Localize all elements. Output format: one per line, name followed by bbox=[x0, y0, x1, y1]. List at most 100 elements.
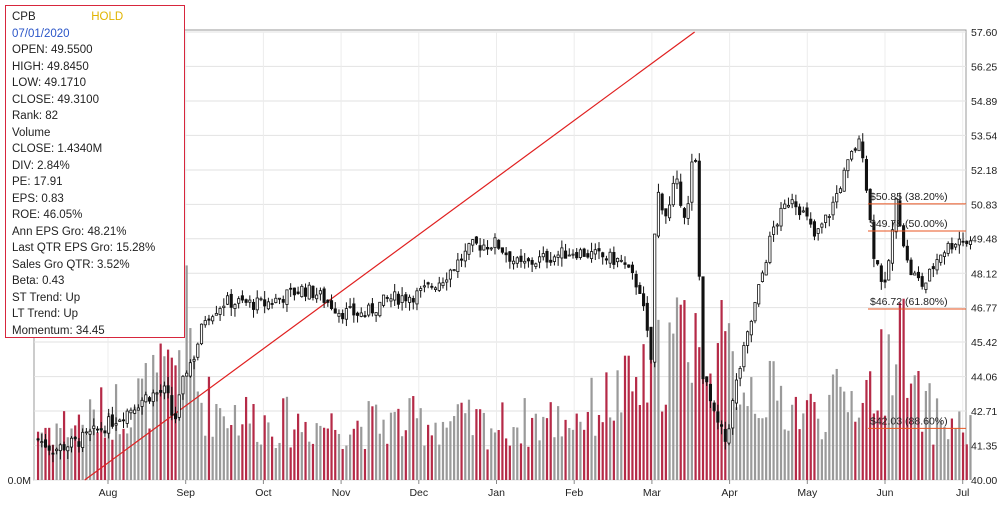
fib-level-label: $46.72 (61.80%) bbox=[870, 296, 948, 308]
volume-bar bbox=[880, 329, 883, 480]
price-tick-label: 40.00 bbox=[971, 475, 997, 487]
volume-bar bbox=[456, 404, 459, 480]
candle-body bbox=[266, 301, 270, 310]
candle-body bbox=[263, 299, 267, 307]
candle-body bbox=[701, 276, 705, 380]
candle-body bbox=[430, 285, 434, 288]
stat-label: Rank bbox=[12, 110, 39, 122]
volume-bar bbox=[594, 435, 597, 480]
volume-bar bbox=[51, 444, 55, 480]
rating-badge: HOLD bbox=[91, 11, 124, 23]
volume-bar bbox=[386, 443, 389, 480]
volume-bar bbox=[813, 402, 816, 480]
stat-label: LT Trend bbox=[12, 308, 57, 320]
candle-body bbox=[523, 260, 527, 264]
candle-body bbox=[58, 444, 62, 452]
volume-bar bbox=[486, 449, 489, 480]
volume-bar bbox=[505, 438, 508, 480]
candle-body bbox=[668, 204, 672, 219]
candle-body bbox=[359, 312, 363, 317]
candle-body bbox=[73, 436, 77, 440]
candle-body bbox=[619, 259, 623, 262]
candle-body bbox=[103, 430, 107, 434]
candle-body bbox=[177, 394, 181, 418]
volume-bar bbox=[144, 363, 147, 480]
volume-bar bbox=[590, 377, 593, 480]
candle-body bbox=[400, 295, 404, 303]
volume-bar bbox=[270, 436, 274, 480]
stat-value: 3.52% bbox=[97, 258, 130, 271]
candle-body bbox=[638, 284, 642, 294]
volume-bar bbox=[196, 391, 199, 480]
stat-value: 49.3100 bbox=[57, 93, 99, 106]
candle-body bbox=[857, 138, 861, 152]
stat-row: Volume bbox=[12, 125, 184, 142]
ticker-row: CPB HOLD bbox=[12, 9, 184, 26]
volume-bar bbox=[846, 412, 849, 480]
candle-body bbox=[467, 243, 471, 255]
price-tick-label: 53.54 bbox=[971, 130, 997, 142]
candle-body bbox=[671, 182, 675, 206]
candle-body bbox=[66, 446, 70, 452]
candle-body bbox=[790, 199, 794, 205]
stat-separator: : bbox=[38, 77, 45, 89]
x-tick-label: Jan bbox=[488, 487, 505, 499]
volume-bar bbox=[181, 376, 185, 480]
candle-body bbox=[121, 419, 126, 422]
fib-level-label: $49.78 (50.00%) bbox=[870, 218, 948, 230]
volume-bar bbox=[538, 440, 541, 480]
candle-body bbox=[482, 244, 486, 251]
volume-bar bbox=[237, 435, 240, 480]
candle-body bbox=[876, 260, 880, 265]
candle-body bbox=[734, 379, 738, 404]
candle-body bbox=[679, 181, 683, 206]
volume-bar bbox=[430, 435, 433, 480]
candle-body bbox=[794, 201, 798, 208]
volume-bar bbox=[839, 386, 842, 480]
candle-body bbox=[931, 266, 935, 270]
candle-body bbox=[370, 303, 374, 314]
candle-body bbox=[207, 318, 211, 321]
x-tick-label: May bbox=[797, 487, 818, 499]
volume-bar bbox=[423, 445, 426, 480]
candle-body bbox=[645, 302, 649, 331]
stat-separator: : bbox=[69, 324, 76, 337]
volume-bar bbox=[831, 374, 835, 480]
volume-bar bbox=[531, 417, 534, 480]
volume-bar bbox=[635, 377, 638, 480]
stat-separator: : bbox=[81, 225, 88, 238]
candle-body bbox=[675, 178, 679, 185]
volume-bar bbox=[85, 434, 88, 480]
candle-body bbox=[166, 385, 170, 394]
candle-body bbox=[307, 284, 311, 300]
volume-bar bbox=[222, 416, 225, 480]
volume-bar bbox=[779, 385, 783, 480]
candle-body bbox=[942, 252, 947, 257]
volume-bar bbox=[820, 439, 823, 480]
volume-bar bbox=[898, 302, 901, 480]
volume-bar bbox=[928, 383, 931, 480]
stat-row: Sales Gro QTR: 3.52% bbox=[12, 257, 184, 274]
volume-bar bbox=[560, 436, 563, 480]
candle-body bbox=[731, 400, 735, 429]
candle-body bbox=[827, 216, 831, 218]
candle-body bbox=[192, 358, 196, 362]
stat-separator: : bbox=[51, 143, 58, 155]
candle-body bbox=[597, 248, 601, 252]
candle-body bbox=[504, 252, 508, 256]
volume-bar bbox=[965, 444, 968, 480]
volume-bar bbox=[664, 404, 667, 480]
candle-body bbox=[125, 410, 129, 424]
volume-bar bbox=[631, 391, 634, 480]
candle-body bbox=[77, 441, 81, 447]
stat-row: CLOSE: 49.3100 bbox=[12, 92, 184, 109]
candle-body bbox=[136, 407, 140, 411]
candle-body bbox=[564, 250, 568, 259]
stat-value: 49.5500 bbox=[50, 44, 93, 56]
volume-bar bbox=[96, 432, 99, 480]
volume-bar bbox=[375, 404, 378, 480]
volume-bar bbox=[649, 331, 653, 480]
volume-bar bbox=[661, 411, 664, 480]
candle-body bbox=[686, 203, 690, 219]
stat-row: Beta: 0.43 bbox=[12, 273, 184, 290]
